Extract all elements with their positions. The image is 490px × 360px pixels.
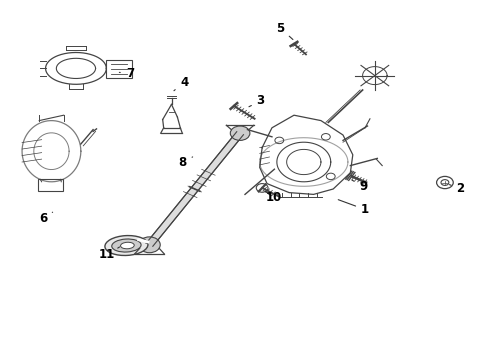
Circle shape [230,126,250,140]
Polygon shape [146,132,244,246]
Text: 3: 3 [249,94,265,107]
Ellipse shape [121,242,134,249]
Text: 1: 1 [338,200,369,216]
Circle shape [139,237,160,253]
Ellipse shape [112,239,141,252]
Ellipse shape [105,235,148,256]
Text: 6: 6 [39,212,52,225]
Text: 8: 8 [179,156,193,169]
Text: 4: 4 [174,76,188,91]
Text: 7: 7 [120,67,134,80]
Text: 9: 9 [352,180,368,193]
Text: 11: 11 [98,247,120,261]
Text: 5: 5 [276,22,293,40]
Text: 10: 10 [265,191,282,204]
Text: 2: 2 [449,183,465,195]
